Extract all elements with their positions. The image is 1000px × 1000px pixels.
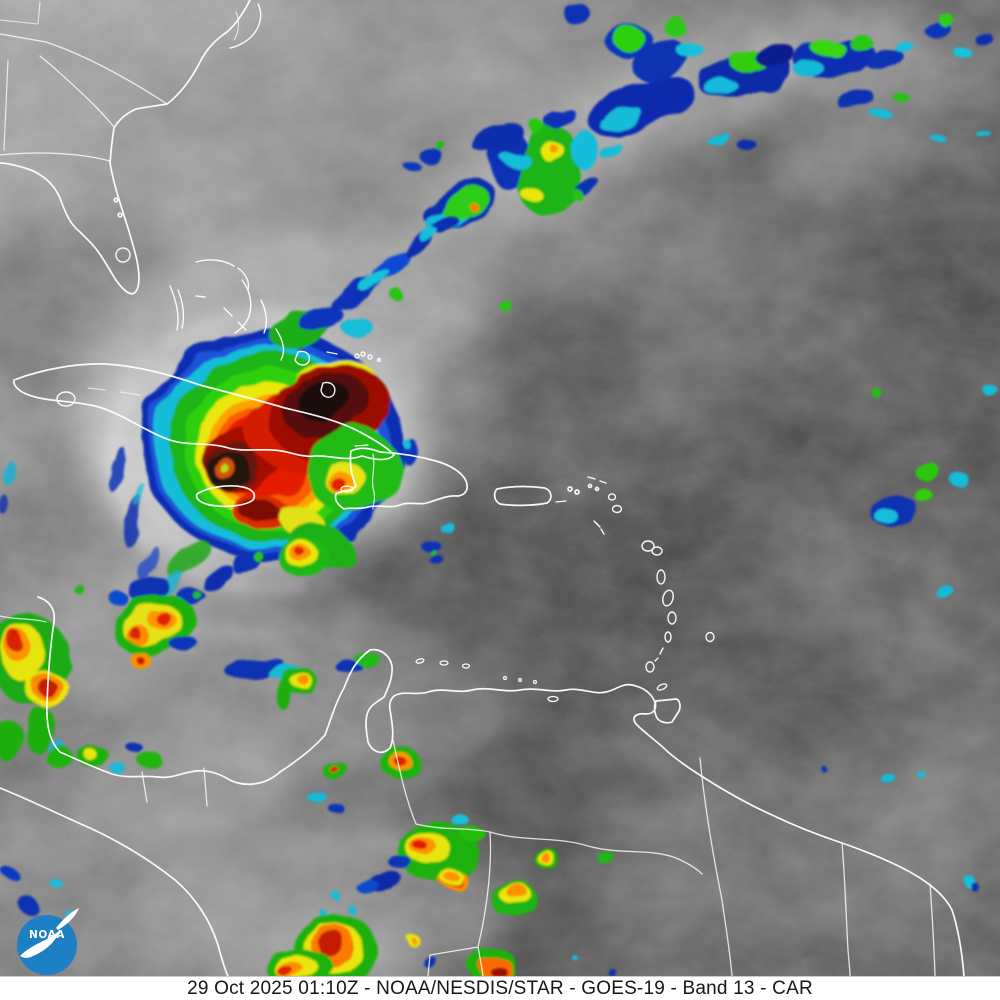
noaa-logo: NOAA [17, 908, 79, 975]
coastlines [0, 0, 965, 976]
bottom-convective-clusters [5, 815, 617, 976]
state-border [39, 55, 115, 128]
puerto-rico-coastline [493, 485, 552, 507]
jamaica-coastline [195, 484, 256, 508]
northeast-convective-band [418, 0, 995, 231]
us-coastline [0, 0, 251, 295]
hispaniola-coastline [334, 447, 468, 510]
lake-okeechobee [115, 247, 131, 263]
east-scattered-specks [820, 385, 998, 889]
lesser-antilles [587, 476, 715, 691]
hurricane [142, 215, 458, 578]
noaa-bird-icon [20, 908, 79, 958]
state-border [0, 33, 168, 105]
west-blue-streaks [0, 449, 213, 597]
satellite-image: NOAA [0, 0, 1000, 976]
bahamas-islands [169, 259, 382, 398]
south-america-coastline [37, 596, 965, 976]
state-border [0, 152, 111, 162]
caption-bar: 29 Oct 2025 01:10Z - NOAA/NESDIS/STAR - … [0, 976, 1000, 1000]
caption-text: 29 Oct 2025 01:10Z - NOAA/NESDIS/STAR - … [187, 977, 813, 999]
country-borders [141, 739, 936, 976]
ir-enhanced-layer [0, 0, 998, 976]
venezuela-islands [415, 658, 559, 703]
pacific-coastline [0, 787, 229, 976]
south-scattered-cells [225, 162, 511, 817]
haiti-dr-border [371, 453, 376, 510]
southwest-convective-cluster [110, 548, 261, 668]
isla-juventud [56, 391, 76, 407]
central-america-cells [0, 583, 162, 775]
